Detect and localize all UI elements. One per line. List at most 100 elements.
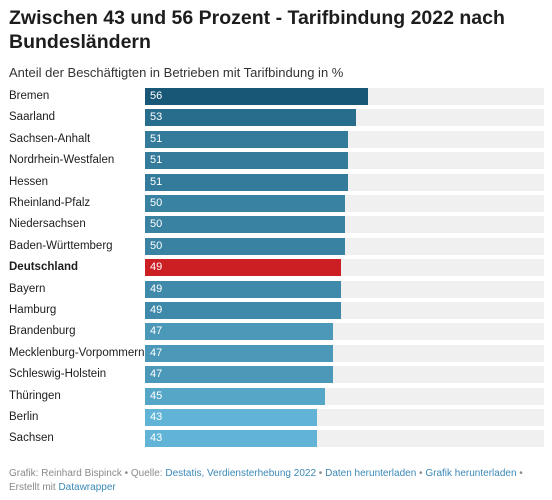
bar-track: 51 [145,152,544,170]
value-label: 50 [150,197,163,209]
chart-subtitle: Anteil der Beschäftigten in Betrieben mi… [9,65,344,80]
value-label: 43 [150,432,163,445]
bar-row: Schleswig-Holstein 47 [0,364,552,385]
bar-track: 49 [145,302,544,319]
footer-separator: • [121,468,131,479]
category-label: Nordrhein-Westfalen [9,154,115,167]
category-label: Niedersachsen [9,218,86,231]
bar-track: 47 [145,323,544,341]
category-label: Sachsen [9,432,54,445]
category-label: Mecklenburg-Vorpommern [9,346,145,359]
bar: 51 [145,152,349,170]
bar-row: Berlin 43 [0,407,552,428]
bar-track: 43 [145,409,544,426]
bar-row: Niedersachsen 50 [0,214,552,235]
bar-chart: Bremen 56 Saarland 53 Sachsen-Anhalt 51 Nordrh… [0,86,552,456]
bar-row: Mecklenburg-Vorpommern 47 [0,343,552,364]
chart-footer: Grafik: Reinhard Bispinck • Quelle: Dest… [9,467,545,495]
category-label: Bayern [9,282,46,295]
source-prefix: Quelle: [130,468,166,479]
bar-track: 49 [145,280,544,298]
bar-row: Baden-Württemberg 50 [0,236,552,257]
category-label: Baden-Württemberg [9,239,113,252]
credit-text: Grafik: Reinhard Bispinck [9,468,122,479]
bar-row: Bayern 49 [0,279,552,300]
bar-track: 47 [145,344,544,362]
bar-track: 45 [145,387,544,405]
value-label: 50 [150,218,163,231]
bar-track: 53 [145,109,544,127]
value-label: 51 [150,154,163,167]
bar: 47 [145,366,333,384]
bar-row: Bremen 56 [0,86,552,107]
bar: 51 [145,130,349,148]
bar-row: Sachsen-Anhalt 51 [0,129,552,150]
bar-row: Thüringen 45 [0,386,552,407]
value-label: 49 [150,304,163,316]
bar: 49 [145,259,341,277]
value-label: 51 [150,175,163,188]
bar-track: 47 [145,366,544,384]
bar: 43 [145,430,317,448]
footer-separator: • [516,468,523,479]
category-label: Brandenburg [9,325,76,338]
bar-track: 49 [145,259,544,277]
bar-row: Nordrhein-Westfalen 51 [0,150,552,171]
category-label: Bremen [9,90,50,102]
datawrapper-link[interactable]: Datawrapper [58,482,116,493]
footer-separator: • [416,468,426,479]
category-label: Berlin [9,411,39,423]
category-label: Sachsen-Anhalt [9,132,91,145]
bar: 51 [145,173,349,191]
value-label: 49 [150,261,163,274]
bar-row: Brandenburg 47 [0,321,552,342]
category-label: Hamburg [9,304,57,316]
bar: 50 [145,216,345,234]
bar-track: 43 [145,430,544,448]
download-data-link[interactable]: Daten herunterladen [325,468,417,479]
bar: 50 [145,237,345,255]
bar: 43 [145,409,317,426]
value-label: 45 [150,389,163,402]
value-label: 47 [150,325,163,338]
source-link[interactable]: Destatis, Verdiensterhebung 2022 [165,468,317,479]
category-label: Deutschland [9,261,79,274]
value-label: 43 [150,411,163,423]
bar: 49 [145,302,341,319]
bar-row: Deutschland 49 [0,257,552,278]
bar-row: Hessen 51 [0,172,552,193]
value-label: 49 [150,282,163,295]
bar-row: Saarland 53 [0,107,552,128]
category-label: Saarland [9,111,56,124]
bar-track: 51 [145,173,544,191]
value-label: 47 [150,346,163,359]
bar-track: 50 [145,195,544,212]
category-label: Rheinland-Pfalz [9,197,91,209]
bar-row: Rheinland-Pfalz 50 [0,193,552,214]
bar-track: 50 [145,216,544,234]
bar: 45 [145,387,325,405]
download-chart-link[interactable]: Grafik herunterladen [425,468,517,479]
bar: 47 [145,344,333,362]
category-label: Thüringen [9,389,61,402]
bar: 50 [145,195,345,212]
value-label: 53 [150,111,163,124]
bar-track: 56 [145,88,544,105]
category-label: Schleswig-Holstein [9,368,107,381]
created-prefix: Erstellt mit [9,482,59,493]
value-label: 51 [150,132,163,145]
bar-track: 50 [145,237,544,255]
bar: 49 [145,280,341,298]
bar: 47 [145,323,333,341]
value-label: 50 [150,239,163,252]
chart-title: Zwischen 43 und 56 Prozent - Tarifbindun… [9,7,505,53]
bar-row: Hamburg 49 [0,300,552,321]
bar-track: 51 [145,130,544,148]
bar: 53 [145,109,357,127]
bar: 56 [145,88,369,105]
value-label: 47 [150,368,163,381]
category-label: Hessen [9,175,48,188]
footer-separator: • [316,468,326,479]
value-label: 56 [150,90,163,102]
